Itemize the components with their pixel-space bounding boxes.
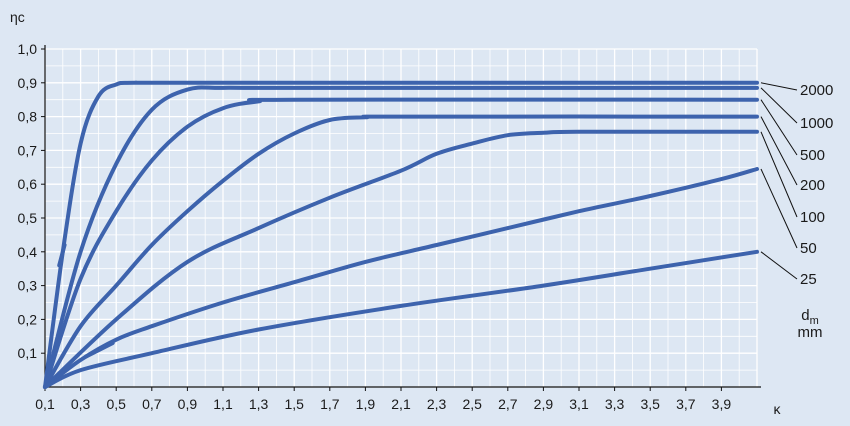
legend-title-sub: m [810,315,819,327]
label-leader-50 [760,168,798,249]
x-tick-label: 3,5 [640,396,660,412]
x-tick-label: 2,3 [427,396,447,412]
label-leader-200 [760,116,798,186]
y-tick-label: 0,9 [18,75,38,91]
series-line-2000 [43,80,759,389]
y-tick-label: 0,6 [18,176,38,192]
series-line-100 [43,129,759,389]
series-label-2000: 2000 [800,82,833,99]
x-tick-label: 1,9 [356,396,376,412]
y-tick-label: 0,3 [18,278,38,294]
x-tick-label: 0,7 [142,396,162,412]
y-tick-label: 0,4 [18,244,38,260]
series-label-200: 200 [800,177,825,194]
y-tick-label: 0,8 [18,109,38,125]
axes: 0,1 0,2 0,3 0,4 0,5 0,6 0,7 0,8 0,9 1,0 0,1 0,3 0,5 0… [18,41,761,412]
x-tick-label: 2,7 [498,396,518,412]
series-label-100: 100 [800,209,825,226]
x-tick-label: 1,3 [249,396,269,412]
series-lines [43,80,759,389]
x-tick-label: 2,1 [391,396,411,412]
x-tick-label: 1,5 [284,396,304,412]
series-line-25 [43,249,759,389]
x-tick-label: 3,7 [676,396,696,412]
series-label-1000: 1000 [800,115,833,132]
x-axis-title: κ [774,401,782,417]
legend-unit: mm [798,324,823,341]
x-tick-label: 0,5 [106,396,126,412]
series-line-1000 [43,85,759,389]
legend-title-main: d [801,307,809,324]
x-tick-label: 1,7 [320,396,340,412]
series-line-50 [43,167,759,389]
y-tick-label: 0,1 [18,345,38,361]
series-label-25: 25 [800,271,817,288]
y-tick-label: 0,7 [18,142,38,158]
aux-stroke [57,243,67,268]
y-tick-label: 1,0 [18,41,38,57]
y-axis-title: ηc [10,9,25,25]
series-label-500: 500 [800,147,825,164]
series-line-500 [43,97,759,389]
x-tick-label: 3,1 [569,396,589,412]
y-tick-label: 0,2 [18,311,38,327]
series-line-200 [43,114,759,389]
legend-title: dm [801,307,819,327]
aux-stroke [83,341,115,359]
x-tick-label: 0,9 [178,396,198,412]
x-tick-label: 2,9 [534,396,554,412]
label-leader-500 [760,99,798,156]
x-tick-label: 3,3 [605,396,625,412]
x-tick-label: 1,1 [213,396,233,412]
label-leader-25 [760,251,798,280]
x-tick-label: 0,1 [35,396,55,412]
label-leader-100 [760,131,798,218]
label-leader-2000 [760,82,798,91]
x-tick-label: 3,9 [712,396,732,412]
label-leader-1000 [760,87,798,124]
series-label-50: 50 [800,240,817,257]
x-tick-label: 0,3 [71,396,91,412]
x-tick-label: 2,5 [462,396,482,412]
y-tick-label: 0,5 [18,210,38,226]
series-labels: 2000 1000 500 200 100 50 25 [760,82,833,288]
